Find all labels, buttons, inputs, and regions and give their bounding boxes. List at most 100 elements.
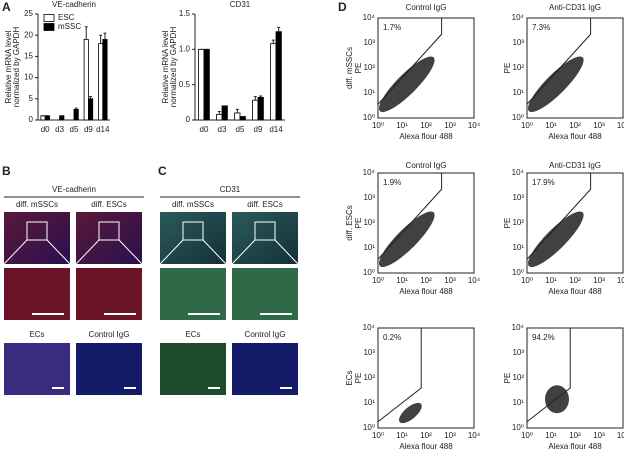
- column-label: Control IgG: [89, 330, 130, 339]
- y-axis-label: PE: [503, 63, 512, 74]
- zoom-lines: [159, 239, 227, 265]
- column-label: diff. ESCs: [91, 200, 126, 209]
- micrograph-zoom: [4, 268, 70, 320]
- cell-cloud: [545, 385, 569, 414]
- y-tick-label: 10³: [363, 348, 375, 357]
- zoom-lines: [3, 239, 71, 265]
- gate-percent: 0.2%: [383, 333, 401, 342]
- micrograph: [160, 212, 226, 264]
- row-label: diff. mSSCs: [345, 47, 354, 89]
- x-tick-label: 10⁴: [617, 121, 624, 130]
- bar: [44, 115, 50, 121]
- y-tick-label: 10²: [512, 63, 524, 72]
- x-tick-label: 10⁰: [372, 276, 384, 285]
- x-tick-label: d9: [84, 125, 93, 134]
- bar: [98, 43, 104, 121]
- bar: [83, 39, 89, 121]
- x-tick-label: 10¹: [545, 121, 557, 130]
- cell-cloud: [528, 211, 584, 268]
- error-bar: [259, 95, 263, 98]
- x-tick-label: 10¹: [396, 121, 408, 130]
- chart-title: CD31: [230, 0, 251, 9]
- x-axis-label: Alexa flour 488: [548, 132, 602, 141]
- y-tick-label: 15: [24, 52, 33, 61]
- gate: [377, 18, 443, 105]
- x-tick-label: 10³: [444, 121, 456, 130]
- error-bar: [89, 96, 93, 99]
- error-bar: [217, 111, 221, 115]
- x-tick-label: 10¹: [396, 431, 408, 440]
- x-tick-label: 10³: [593, 121, 605, 130]
- y-tick-label: 10³: [512, 38, 524, 47]
- y-tick-label: 1.5: [179, 9, 191, 18]
- y-tick-label: 10²: [512, 373, 524, 382]
- column-label: Control IgG: [245, 330, 286, 339]
- bar: [221, 105, 228, 121]
- y-tick-label: 10³: [363, 193, 375, 202]
- error-bar: [277, 26, 281, 32]
- column-title: Anti-CD31 IgG: [549, 3, 601, 12]
- x-tick-label: d9: [254, 125, 263, 134]
- x-tick-label: d3: [218, 125, 227, 134]
- y-axis-label: normalized by GAPDH: [12, 27, 21, 108]
- zoom-lines: [231, 239, 299, 265]
- error-bar: [253, 96, 257, 101]
- x-tick-label: 10³: [444, 276, 456, 285]
- bar: [252, 99, 259, 121]
- legend-label: mSSC: [58, 22, 81, 31]
- panel-letter: B: [2, 164, 11, 178]
- y-tick-label: 0.5: [179, 80, 191, 89]
- x-axis-label: Alexa flour 488: [399, 132, 453, 141]
- column-label: diff. mSSCs: [16, 200, 58, 209]
- bar: [40, 115, 46, 121]
- y-tick-label: 10¹: [363, 398, 375, 407]
- x-tick-label: 10⁰: [521, 431, 533, 440]
- x-tick-label: d0: [200, 125, 209, 134]
- x-tick-label: 10²: [420, 431, 432, 440]
- column-label: ECs: [185, 330, 200, 339]
- y-tick-label: 10³: [512, 193, 524, 202]
- bar: [239, 116, 246, 121]
- y-tick-label: 10: [24, 73, 33, 82]
- legend-label: ESC: [58, 13, 75, 22]
- error-bar: [99, 34, 103, 44]
- y-axis-label: normalized by GAPDH: [169, 27, 178, 108]
- plot-frame: [526, 327, 624, 429]
- gate: [377, 173, 443, 260]
- column-title: Control IgG: [406, 3, 447, 12]
- x-tick-label: d14: [96, 125, 110, 134]
- legend-swatch: [43, 23, 55, 31]
- y-tick-label: 10²: [363, 218, 375, 227]
- y-tick-label: 10¹: [363, 88, 375, 97]
- x-tick-label: 10²: [569, 121, 581, 130]
- y-axis-label: PE: [354, 218, 363, 229]
- x-tick-label: 10²: [420, 121, 432, 130]
- y-tick-label: 10⁰: [363, 268, 375, 277]
- gate-percent: 1.7%: [383, 23, 401, 32]
- x-tick-label: 10³: [593, 431, 605, 440]
- bar: [88, 98, 94, 121]
- y-tick-label: 10⁴: [363, 323, 376, 332]
- cell-cloud: [379, 211, 435, 268]
- y-tick-label: 10¹: [512, 398, 524, 407]
- bar: [73, 109, 79, 121]
- y-tick-label: 10²: [512, 218, 524, 227]
- x-tick-label: 10³: [444, 431, 456, 440]
- x-tick-label: 10¹: [545, 276, 557, 285]
- x-tick-label: d5: [236, 125, 245, 134]
- micrograph: [160, 343, 226, 395]
- error-bar: [235, 108, 239, 113]
- x-axis-label: Alexa flour 488: [548, 287, 602, 296]
- column-label: diff. ESCs: [247, 200, 282, 209]
- bar: [203, 48, 210, 121]
- panel-letter: D: [338, 0, 347, 14]
- x-tick-label: 10⁴: [468, 431, 481, 440]
- y-tick-label: 10⁴: [512, 323, 525, 332]
- y-tick-label: 10⁰: [363, 113, 375, 122]
- x-tick-label: 10²: [569, 431, 581, 440]
- bar: [234, 112, 241, 121]
- plot-frame: [377, 327, 475, 429]
- chart-title: VE-cadherin: [52, 0, 96, 9]
- zoom-box: [254, 221, 276, 241]
- y-tick-label: 10⁴: [363, 168, 376, 177]
